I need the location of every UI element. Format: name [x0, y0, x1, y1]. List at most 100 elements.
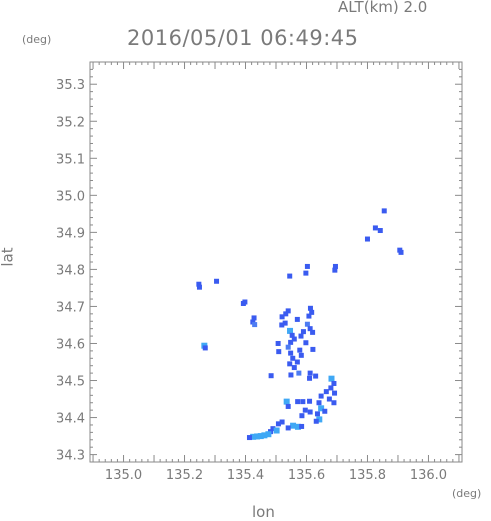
echo-point	[296, 370, 302, 376]
echo-point	[279, 314, 285, 320]
echo-point	[299, 423, 305, 429]
echo-point	[377, 228, 383, 234]
echo-point	[318, 405, 325, 412]
echo-point	[304, 263, 310, 269]
echo-point	[318, 393, 324, 399]
echo-point	[297, 347, 303, 353]
echo-point	[288, 372, 294, 378]
echo-point	[279, 322, 285, 328]
x-axis-label: lon	[252, 503, 275, 521]
echo-point	[276, 349, 282, 355]
y-tick-label: 35.2	[56, 115, 85, 130]
echo-point	[291, 365, 297, 371]
echo-point	[254, 433, 261, 440]
echo-point	[268, 373, 274, 379]
echo-point	[285, 344, 291, 350]
echo-point	[307, 370, 313, 376]
echo-point	[288, 350, 294, 356]
axis-ticks	[90, 61, 462, 463]
echo-point	[316, 416, 323, 423]
echo-point	[250, 319, 256, 325]
echo-point	[270, 426, 276, 432]
echo-point	[328, 385, 334, 391]
timestamp: 2016/05/01 06:49:45	[127, 26, 359, 50]
echo-point	[275, 421, 281, 427]
echo-point	[300, 399, 306, 405]
echo-point	[283, 311, 289, 317]
echo-point	[295, 399, 301, 405]
echo-point	[202, 345, 208, 351]
x-tick-label: 136.0	[410, 468, 447, 483]
echo-point	[307, 409, 313, 415]
echo-point	[309, 309, 315, 315]
echo-point	[307, 398, 313, 404]
y-unit-label: (deg)	[22, 33, 52, 46]
echo-point	[326, 396, 332, 402]
axis-tick-labels: 135.0 135.2 135.4 135.6 135.8 136.0 34.3 34.4 34…	[56, 78, 447, 483]
echo-point	[303, 270, 309, 276]
y-tick-label: 35.0	[56, 189, 85, 204]
echo-point	[257, 433, 264, 440]
echo-point	[294, 423, 301, 430]
echo-point	[275, 340, 281, 346]
y-tick-label: 34.8	[56, 263, 85, 278]
plot-frame	[89, 61, 463, 463]
echo-point	[332, 390, 338, 396]
echo-point	[298, 333, 304, 339]
echo-point	[273, 427, 280, 434]
echo-point	[290, 355, 296, 361]
echo-point	[310, 329, 316, 335]
echo-point	[306, 313, 312, 319]
echo-point	[294, 359, 300, 365]
echo-point	[289, 332, 295, 338]
y-tick-label: 34.3	[56, 449, 85, 464]
echo-point	[285, 425, 291, 431]
echo-point	[285, 308, 291, 314]
echo-point	[307, 375, 313, 381]
x-unit-label: (deg)	[452, 487, 482, 500]
echo-point	[240, 300, 246, 306]
echo-point	[332, 263, 338, 269]
echo-point	[398, 249, 404, 255]
y-tick-label: 34.6	[56, 337, 85, 352]
echo-point	[331, 400, 337, 406]
echo-point	[314, 411, 320, 417]
echo-point	[381, 208, 387, 214]
echo-point	[246, 435, 252, 441]
echo-points	[196, 208, 404, 441]
echo-point	[287, 327, 294, 334]
echo-point	[304, 321, 310, 327]
echo-point	[307, 326, 313, 332]
echo-point	[294, 316, 300, 322]
echo-point	[328, 375, 335, 382]
echo-point	[291, 336, 297, 342]
echo-point	[279, 419, 285, 425]
echo-point	[261, 432, 268, 439]
echo-point	[313, 373, 319, 379]
echo-point	[282, 320, 288, 326]
echo-point	[307, 305, 313, 311]
echo-point	[196, 281, 202, 287]
echo-point	[313, 418, 319, 424]
echo-point	[252, 322, 258, 328]
x-tick-label: 135.0	[105, 468, 142, 483]
y-axis-label: lat	[0, 247, 17, 267]
echo-point	[331, 380, 337, 386]
echo-point	[364, 236, 370, 242]
echo-point	[300, 329, 306, 335]
x-tick-label: 135.6	[288, 468, 325, 483]
echo-point	[251, 315, 257, 321]
altitude-label: ALT(km) 2.0	[338, 0, 428, 16]
echo-point	[298, 352, 304, 358]
echo-point	[250, 433, 257, 440]
y-tick-label: 34.5	[56, 375, 85, 390]
echo-point	[299, 413, 305, 419]
echo-point	[316, 400, 322, 406]
echo-point	[285, 403, 291, 409]
echo-point	[322, 408, 328, 414]
y-tick-label: 34.9	[56, 226, 85, 241]
echo-point	[332, 267, 338, 273]
x-tick-label: 135.2	[166, 468, 203, 483]
y-tick-label: 34.7	[56, 300, 85, 315]
